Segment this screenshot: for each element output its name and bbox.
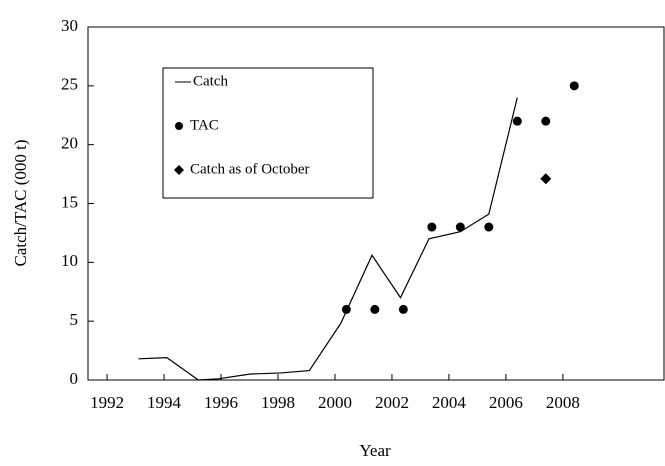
y-tick-label: 20 — [61, 134, 78, 153]
tac-point — [569, 81, 579, 91]
legend-dot — [175, 122, 183, 130]
y-tick-label: 0 — [70, 369, 79, 388]
x-tick-label: 2000 — [318, 393, 352, 412]
x-tick-label: 2004 — [432, 393, 467, 412]
x-tick-label: 1994 — [147, 393, 182, 412]
x-tick-label: 1996 — [204, 393, 238, 412]
x-tick-label: 2008 — [546, 393, 580, 412]
tac-point — [398, 304, 408, 314]
october-point — [540, 173, 552, 185]
legend-label: Catch — [193, 73, 228, 89]
y-axis-title: Catch/TAC (000 t) — [11, 139, 30, 266]
tac-point — [541, 116, 551, 126]
tac-point — [370, 304, 380, 314]
legend: Catch TAC Catch as of October — [162, 67, 374, 199]
x-axis-title: Year — [359, 441, 391, 460]
legend-diamond — [174, 165, 184, 175]
x-tick-label: 2002 — [375, 393, 409, 412]
x-tick-label: 2006 — [489, 393, 523, 412]
y-tick-label: 25 — [61, 75, 78, 94]
y-tick-label: 30 — [61, 16, 78, 35]
tac-point — [427, 222, 437, 232]
y-tick-label: 5 — [70, 310, 79, 329]
tac-point — [455, 222, 465, 232]
tac-point — [484, 222, 494, 232]
y-tick-label: 15 — [61, 192, 78, 211]
tac-point — [512, 116, 522, 126]
legend-label: TAC — [190, 117, 219, 133]
catch-line — [138, 97, 518, 381]
x-tick-label: 1998 — [261, 393, 295, 412]
x-tick-label: 1992 — [90, 393, 124, 412]
y-tick-label: 10 — [61, 251, 78, 270]
legend-box — [162, 67, 374, 199]
tac-point — [341, 304, 351, 314]
legend-label: Catch as of October — [190, 161, 310, 177]
